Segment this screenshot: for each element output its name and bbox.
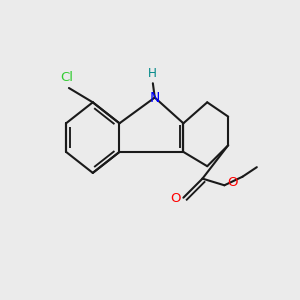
Text: H: H [148, 68, 156, 80]
Text: O: O [170, 192, 181, 205]
Text: N: N [150, 91, 160, 104]
Text: Cl: Cl [61, 71, 74, 84]
Text: O: O [227, 176, 237, 189]
